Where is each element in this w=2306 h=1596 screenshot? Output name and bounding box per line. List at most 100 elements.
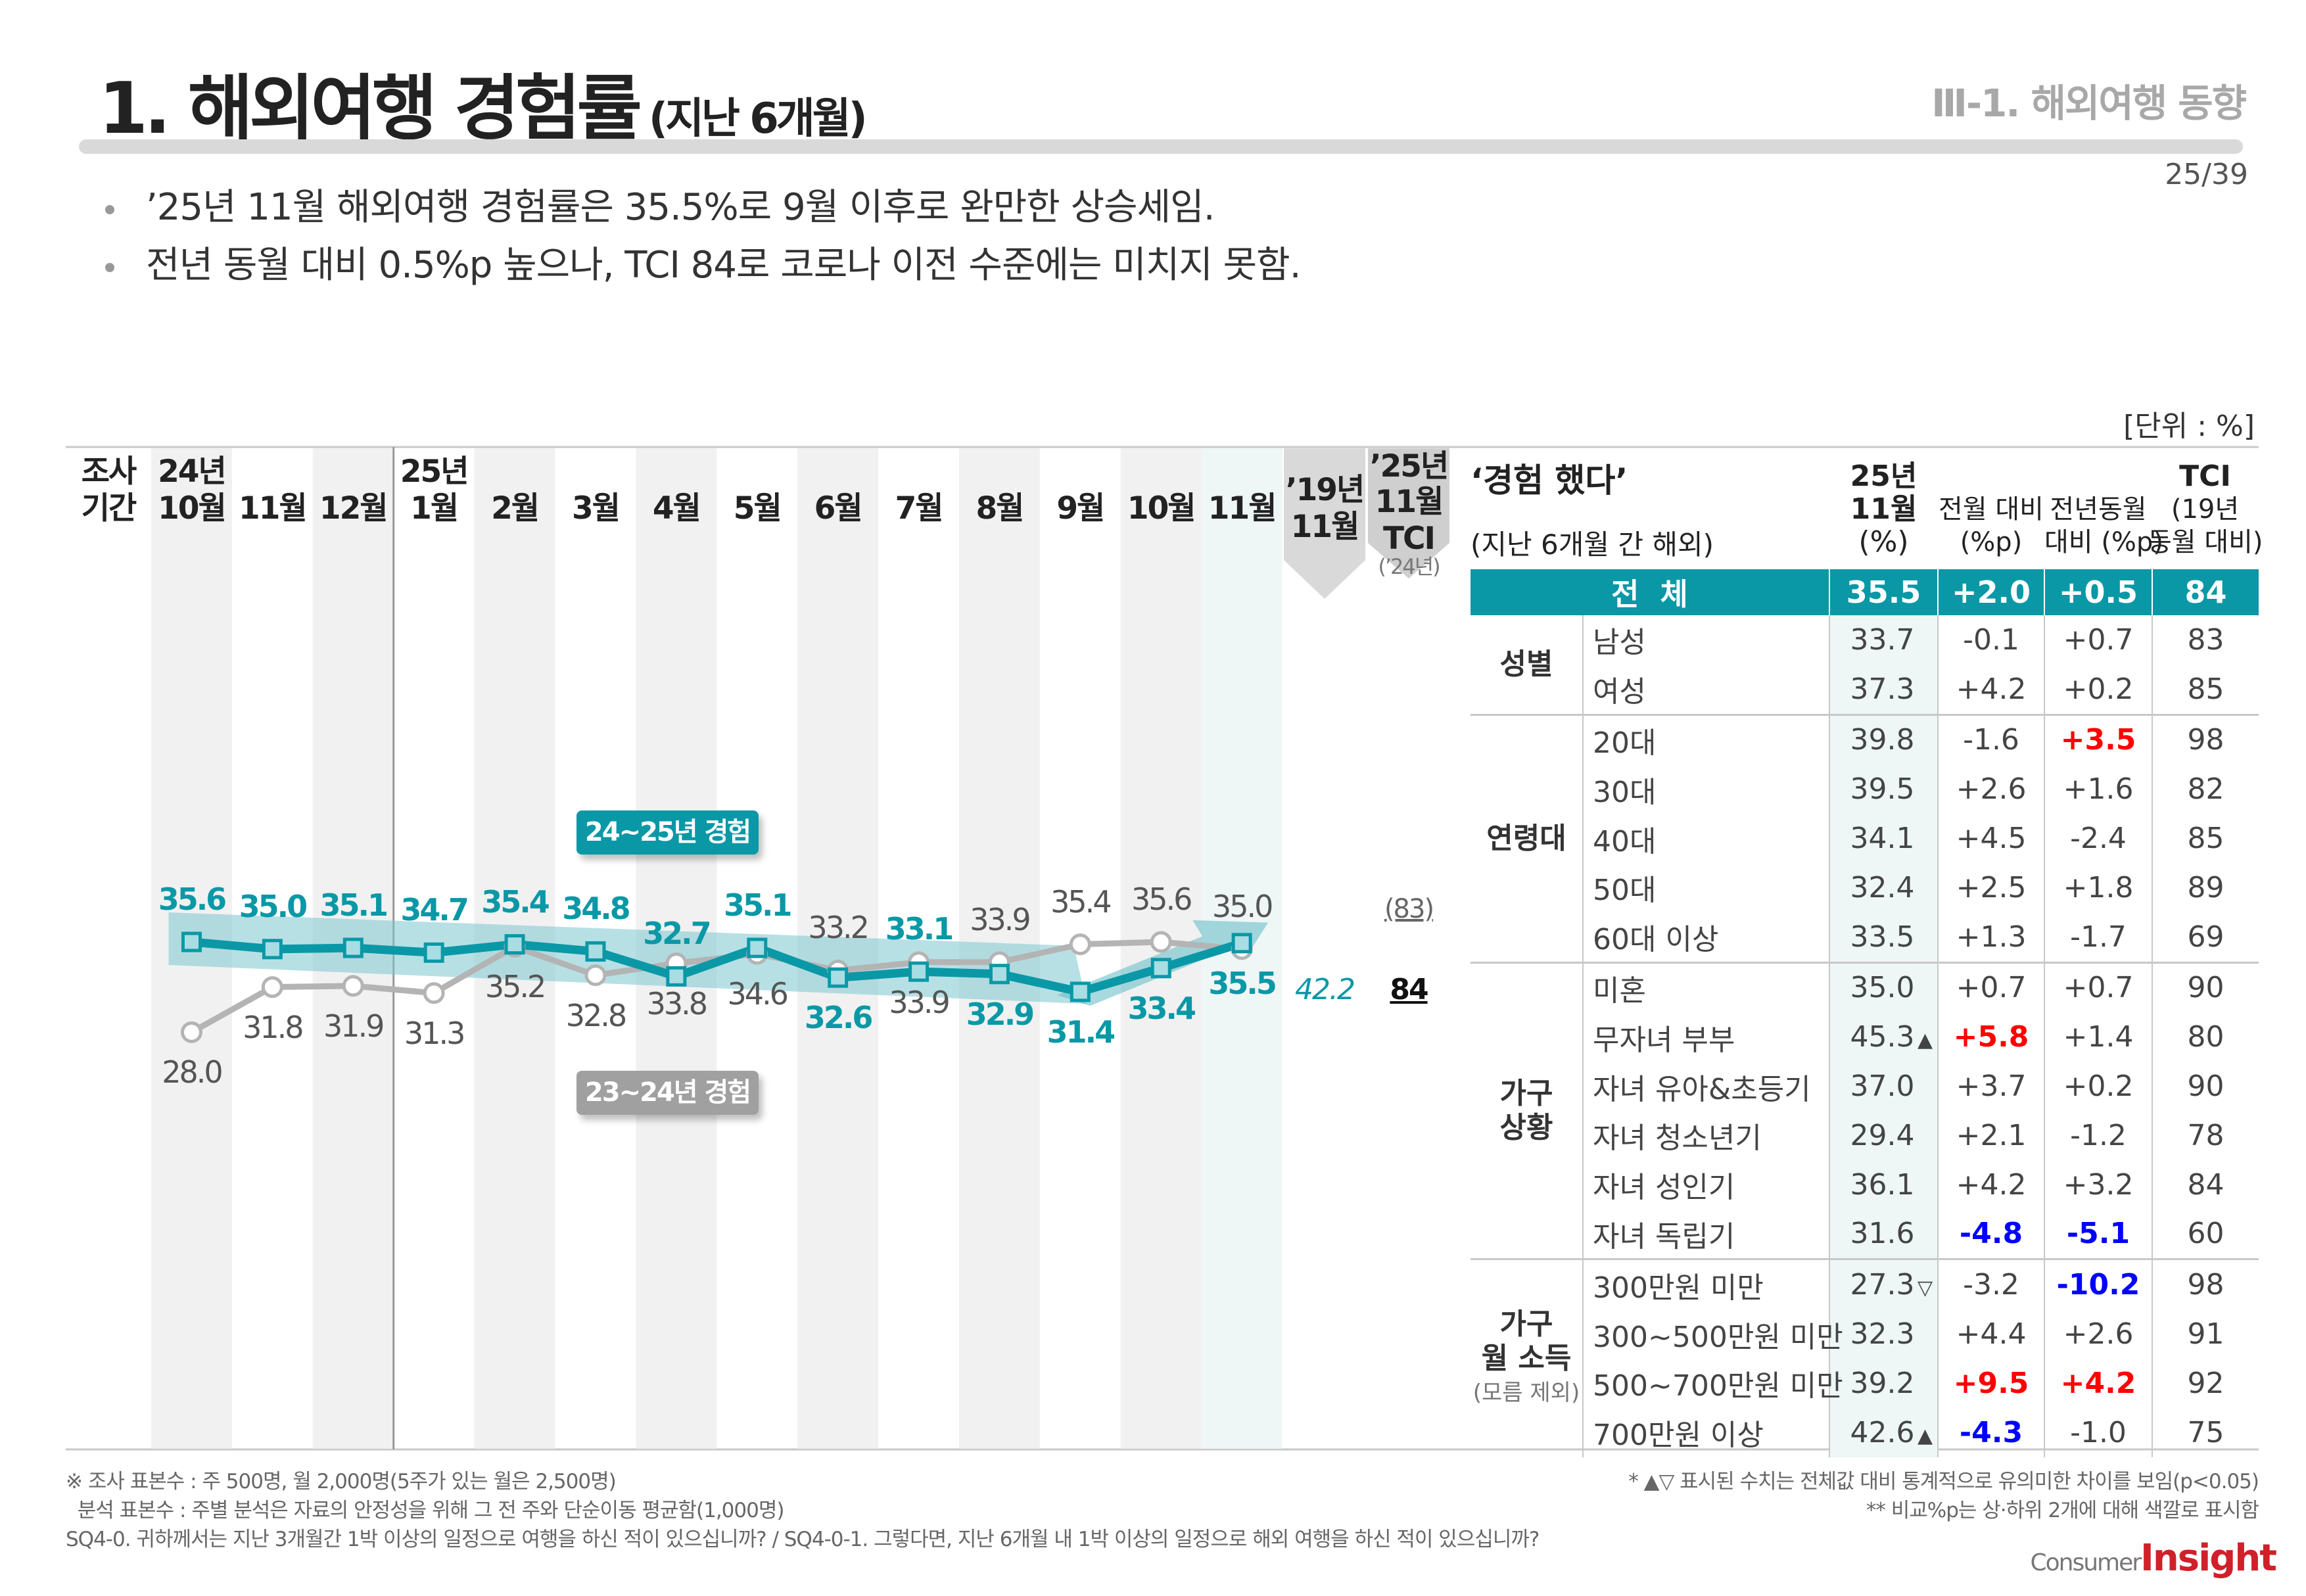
point-23-24 xyxy=(423,982,445,1004)
pct-cell: 42.6 ▲ xyxy=(1829,1407,1939,1457)
point-23-24 xyxy=(342,975,364,997)
data-label-24-25: 32.7 xyxy=(643,916,712,952)
pct-value: 32.4 xyxy=(1850,870,1915,904)
pct-value: 29.4 xyxy=(1850,1118,1915,1152)
table-row-total: 전 체 35.5 +2.0 +0.5 84 xyxy=(1471,569,2259,615)
significance-marker-icon: ▽ xyxy=(1917,1277,1933,1300)
group-label: 가구 월 소득 (모름 제외) xyxy=(1471,1258,1583,1457)
group-label-line: 상황 xyxy=(1499,1110,1553,1144)
table-row: 여성 37.3 +4.2 +0.2 85 xyxy=(1471,664,2259,715)
footnote-right: * ▲▽ 표시된 수치는 전체값 대비 통계적으로 유의미한 차이를 보임(p<… xyxy=(1628,1470,2259,1493)
footnote: SQ4-0. 귀하께서는 지난 3개월간 1박 이상의 일정으로 여행을 하신 … xyxy=(66,1528,1540,1551)
pct-cell: 33.5 xyxy=(1829,912,1939,963)
pct-cell: 33.7 xyxy=(1829,615,1939,665)
mom-cell: -1.6 xyxy=(1937,713,2045,765)
data-label-24-25: 32.6 xyxy=(804,1000,874,1036)
pct-cell: 29.4 xyxy=(1829,1110,1939,1160)
pct-cell: 31.6 xyxy=(1829,1209,1939,1259)
pct-cell: 37.0 xyxy=(1829,1062,1939,1111)
data-label-23-24: 33.9 xyxy=(889,984,950,1020)
table-row: 50대 32.4 +2.5 +1.8 89 xyxy=(1471,862,2259,912)
yoy-cell: -2.4 xyxy=(2044,814,2153,863)
page-number: 25/39 xyxy=(2165,158,2248,191)
table-row: 자녀 유아&초등기 37.0 +3.7 +0.2 90 xyxy=(1471,1062,2259,1111)
pct-cell: 27.3 ▽ xyxy=(1829,1258,1939,1310)
bullet-item: 전년 동월 대비 0.5%p 높으나, TCI 84로 코로나 이전 수준에는 … xyxy=(105,235,1302,289)
pct-value: 31.6 xyxy=(1850,1217,1915,1251)
logo-text: Insight xyxy=(2140,1537,2277,1580)
table-row: 500~700만원 미만 39.2 +9.5 +4.2 92 xyxy=(1471,1358,2259,1408)
data-label-23-24: 35.2 xyxy=(484,969,546,1005)
col-header-line: 25년 xyxy=(1850,459,1918,493)
pct-value: 33.5 xyxy=(1850,920,1915,954)
table-row: 자녀 청소년기 29.4 +2.1 -1.2 78 xyxy=(1471,1110,2259,1160)
total-yoy: +0.5 xyxy=(2044,569,2153,615)
mom-cell: +5.8 xyxy=(1937,1012,2045,1062)
row-label: 30대 xyxy=(1582,764,1830,814)
col-header-line: 동월 대비) xyxy=(2148,527,2263,557)
pct-cell: 34.1 xyxy=(1829,814,1939,863)
pct-value: 39.5 xyxy=(1850,772,1915,807)
series-line-24-25 xyxy=(191,937,1244,997)
yoy-cell: +3.5 xyxy=(2044,713,2153,765)
tci-cell: 75 xyxy=(2152,1407,2259,1457)
row-label: 자녀 독립기 xyxy=(1582,1209,1830,1259)
tci-cell: 84 xyxy=(2152,1160,2259,1209)
pct-cell: 32.4 xyxy=(1829,862,1939,912)
table-row: 가구 상황 미혼 35.0 +0.7 +0.7 90 xyxy=(1471,961,2259,1259)
group-label: 성별 xyxy=(1471,615,1583,715)
point-24-25 xyxy=(585,941,606,962)
row-label: 700만원 이상 xyxy=(1582,1407,1830,1457)
data-label-24-25: 35.5 xyxy=(1208,965,1277,1001)
pct-value: 36.1 xyxy=(1850,1167,1915,1202)
year-label: 24년 xyxy=(158,454,227,490)
point-24-25 xyxy=(828,967,849,988)
data-label-23-24: 33.9 xyxy=(970,901,1031,937)
col-header-line: (19년 xyxy=(2171,494,2240,525)
mom-cell: +9.5 xyxy=(1937,1358,2045,1408)
total-pct: 35.5 xyxy=(1829,569,1939,615)
row-label: 남성 xyxy=(1582,615,1830,665)
pct-value: 34.1 xyxy=(1850,822,1915,856)
point-24-25 xyxy=(989,964,1010,985)
mom-cell: +0.7 xyxy=(1937,961,2045,1013)
row-label: 20대 xyxy=(1582,713,1830,765)
data-label-23-24: 31.8 xyxy=(243,1009,304,1045)
yoy-cell: -1.2 xyxy=(2044,1110,2153,1160)
point-24-25 xyxy=(423,942,444,963)
yoy-cell: +0.2 xyxy=(2044,664,2153,715)
header-divider xyxy=(79,139,2243,154)
row-label: 여성 xyxy=(1582,664,1830,715)
table-row: 자녀 독립기 31.6 -4.8 -5.1 60 xyxy=(1471,1209,2259,1259)
mom-cell: -3.2 xyxy=(1937,1258,2045,1310)
point-24-25 xyxy=(262,939,283,960)
data-label-23-24: 35.4 xyxy=(1050,883,1112,920)
yoy-cell: +4.2 xyxy=(2044,1358,2153,1408)
table-row: 30대 39.5 +2.6 +1.6 82 xyxy=(1471,764,2259,814)
pct-value: 39.8 xyxy=(1850,723,1915,757)
point-23-24 xyxy=(261,976,283,998)
pct-value: 32.3 xyxy=(1850,1317,1915,1351)
group-label: 연령대 xyxy=(1471,713,1583,963)
data-label-24-25: 35.6 xyxy=(158,881,227,917)
pct-value: 37.0 xyxy=(1850,1069,1915,1104)
month-label: 5월 xyxy=(733,490,782,527)
tci-cell: 80 xyxy=(2152,1012,2259,1062)
col-header-line: TCI xyxy=(2179,459,2231,493)
row-label: 60대 이상 xyxy=(1582,912,1830,963)
month-label: 4월 xyxy=(652,490,701,527)
y19-column-header xyxy=(1284,448,1365,599)
data-label-23-24: 32.8 xyxy=(565,997,627,1033)
significance-marker-icon: ▲ xyxy=(1917,1424,1933,1447)
yoy-cell: -1.0 xyxy=(2044,1407,2153,1457)
point-24-25 xyxy=(747,937,768,958)
month-label: 10월 xyxy=(158,490,227,527)
data-label-23-24: 34.6 xyxy=(727,976,789,1012)
mom-cell: +4.2 xyxy=(1937,664,2045,715)
unit-label: [단위 : %] xyxy=(2123,410,2255,443)
data-label-24-25: 35.4 xyxy=(481,883,550,920)
yoy-cell: +2.6 xyxy=(2044,1309,2153,1359)
pct-value: 42.6 xyxy=(1850,1415,1915,1449)
mom-cell: +2.5 xyxy=(1937,862,2045,912)
